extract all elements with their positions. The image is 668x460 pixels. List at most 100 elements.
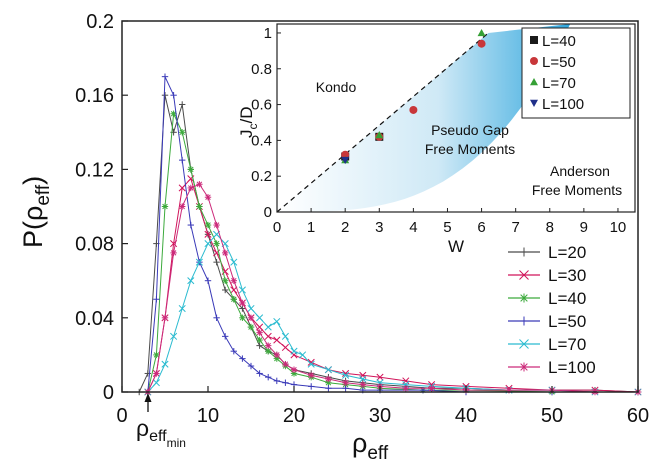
data-point (161, 314, 169, 321)
data-point (264, 323, 272, 331)
inset-x-tick-label: 9 (580, 219, 588, 236)
data-point (256, 370, 263, 377)
data-point (256, 336, 263, 344)
legend-label: L=100 (548, 358, 596, 377)
inset-y-tick-label: 0.4 (251, 132, 272, 149)
main-x-tick-label: 40 (455, 405, 477, 427)
data-point (342, 371, 350, 379)
data-point (265, 373, 272, 381)
data-point (239, 355, 246, 362)
data-point (153, 296, 160, 303)
legend-marker (519, 316, 529, 326)
inset-y-tick-label: 0.2 (251, 168, 272, 185)
main-y-tick-label: 0.08 (75, 234, 114, 256)
data-point (204, 194, 212, 201)
data-point (308, 372, 315, 379)
data-point (282, 360, 289, 368)
data-point (239, 314, 246, 321)
data-point (179, 203, 186, 210)
inset-x-tick-label: 3 (375, 219, 383, 236)
inset-x-tick-label: 5 (443, 219, 451, 236)
main-x-tick-label: 0 (116, 405, 127, 427)
data-point (238, 286, 246, 294)
data-point (428, 385, 435, 392)
data-point (324, 366, 332, 374)
inset-legend-entry: L=50 (530, 54, 576, 71)
legend-label: L=50 (542, 54, 576, 71)
data-point (477, 39, 486, 48)
pseudo-gap-free-moments-label: Free Moments (425, 141, 515, 157)
main-legend-entry: L=50 (508, 312, 586, 331)
legend-label: L=70 (548, 335, 586, 354)
data-point (307, 360, 315, 368)
data-point (402, 385, 409, 392)
data-point (359, 381, 366, 388)
data-point (230, 347, 237, 355)
data-point (247, 314, 255, 321)
inset-x-tick-label: 8 (546, 219, 554, 236)
data-point (230, 296, 237, 303)
legend-marker (530, 99, 538, 107)
main-x-tick-label: 30 (369, 405, 391, 427)
rho-eff-min-arrow-head (144, 393, 152, 402)
data-point (213, 240, 220, 247)
main-y-tick-label: 0.04 (75, 308, 114, 330)
legend-label: L=100 (542, 96, 584, 113)
inset-x-tick-label: 7 (511, 219, 519, 236)
data-point (230, 277, 237, 284)
rho-eff-min-label: ρeffmin (136, 415, 186, 450)
data-point (179, 129, 186, 136)
inset-x-tick-label: 6 (477, 219, 485, 236)
data-point (256, 314, 264, 322)
data-point (161, 360, 169, 368)
data-point (187, 184, 194, 192)
anderson-region-label: Anderson (550, 163, 610, 179)
data-point (308, 383, 315, 390)
data-point (247, 323, 255, 331)
legend-marker (519, 270, 529, 280)
data-point (282, 379, 289, 386)
main-legend-entry: L=40 (508, 289, 586, 308)
inset-y-tick-label: 0.6 (251, 97, 272, 114)
inset-y-ticks: 0 0.2 0.4 0.6 0.8 1 (251, 25, 281, 221)
data-point (170, 92, 177, 99)
main-legend: L=20 L=30 L=40 L=50 L=70 L=100 (508, 243, 596, 377)
inset-x-tick-label: 2 (341, 219, 349, 236)
inset-x-tick-label: 0 (273, 219, 281, 236)
data-point (239, 305, 246, 312)
data-point (222, 333, 229, 340)
inset-legend-box (521, 27, 631, 119)
main-y-tick-label: 0.16 (75, 85, 114, 107)
data-point (179, 156, 186, 164)
data-point (341, 156, 350, 165)
legend-marker (519, 293, 529, 303)
main-legend-entry: L=70 (508, 335, 586, 354)
anderson-free-moments-label: Free Moments (532, 182, 622, 198)
inset-series-l-100 (341, 156, 350, 165)
data-point (290, 366, 298, 373)
data-point (187, 221, 194, 229)
legend-marker (530, 57, 538, 65)
data-point (409, 105, 418, 114)
main-y-axis-label: P(ρeff) (18, 176, 54, 248)
data-point (273, 317, 281, 326)
main-x-tick-label: 60 (627, 405, 649, 427)
data-point (325, 385, 332, 392)
data-point (376, 373, 384, 381)
inset-legend: L=40 L=50 L=70 L=100 (521, 27, 631, 119)
legend-marker (530, 36, 538, 44)
main-y-ticks: 0 0.04 0.08 0.12 0.16 0.2 (75, 11, 128, 404)
data-point (265, 342, 272, 349)
data-point (153, 370, 160, 377)
main-legend-entry: L=100 (508, 358, 596, 377)
data-point (161, 92, 169, 99)
legend-marker (519, 339, 529, 349)
data-point (196, 203, 203, 210)
legend-label: L=30 (548, 266, 586, 285)
data-point (170, 249, 177, 257)
main-y-tick-label: 0 (103, 382, 114, 404)
rho-eff-min-annotation: ρeffmin (136, 393, 186, 450)
data-point (239, 299, 246, 307)
main-chart: 0 10 20 30 40 50 60 00.040.080.120.160.2 ρeff … (18, 11, 649, 460)
